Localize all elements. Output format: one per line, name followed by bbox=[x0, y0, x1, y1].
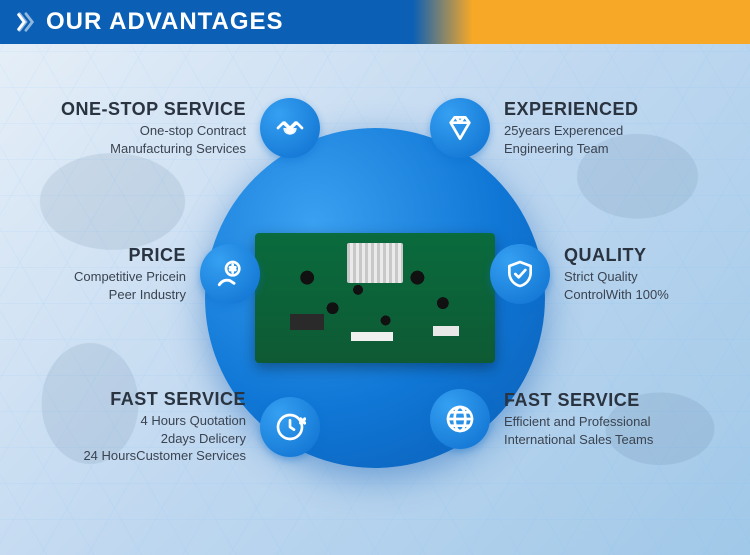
advantage-desc: One-stop ContractManufacturing Services bbox=[61, 122, 246, 157]
price-icon bbox=[200, 244, 260, 304]
advantage-desc: Strict QualityControlWith 100% bbox=[564, 268, 669, 303]
handshake-icon bbox=[260, 98, 320, 158]
advantage-text: QUALITY Strict QualityControlWith 100% bbox=[564, 245, 669, 303]
advantage-desc: Competitive PriceinPeer Industry bbox=[74, 268, 186, 303]
globe-icon bbox=[430, 389, 490, 449]
advantage-title: QUALITY bbox=[564, 245, 669, 266]
advantage-text: PRICE Competitive PriceinPeer Industry bbox=[74, 245, 186, 303]
advantage-item-4: FAST SERVICE 4 Hours Quotation2days Deli… bbox=[0, 389, 320, 465]
advantage-item-5: FAST SERVICE Efficient and ProfessionalI… bbox=[430, 389, 750, 449]
advantage-title: PRICE bbox=[74, 245, 186, 266]
advantage-item-2: PRICE Competitive PriceinPeer Industry bbox=[0, 244, 260, 304]
diamond-icon bbox=[430, 98, 490, 158]
advantage-item-3: QUALITY Strict QualityControlWith 100% bbox=[490, 244, 750, 304]
header-title: OUR ADVANTAGES bbox=[46, 8, 284, 36]
advantage-title: ONE-STOP SERVICE bbox=[61, 99, 246, 120]
advantage-text: EXPERIENCED 25years ExperencedEngineerin… bbox=[504, 99, 639, 157]
header-bar: OUR ADVANTAGES bbox=[0, 0, 750, 44]
advantage-title: EXPERIENCED bbox=[504, 99, 639, 120]
header-chevron-icon bbox=[14, 11, 36, 33]
advantage-title: FAST SERVICE bbox=[504, 390, 653, 411]
advantage-title: FAST SERVICE bbox=[83, 389, 246, 410]
advantage-desc: 25years ExperencedEngineering Team bbox=[504, 122, 639, 157]
advantage-desc: Efficient and ProfessionalInternational … bbox=[504, 413, 653, 448]
advantage-item-1: EXPERIENCED 25years ExperencedEngineerin… bbox=[430, 98, 750, 158]
clock-icon bbox=[260, 397, 320, 457]
advantage-text: ONE-STOP SERVICE One-stop ContractManufa… bbox=[61, 99, 246, 157]
advantages-container: ONE-STOP SERVICE One-stop ContractManufa… bbox=[0, 44, 750, 555]
advantage-desc: 4 Hours Quotation2days Delicery24 HoursC… bbox=[83, 412, 246, 465]
advantage-text: FAST SERVICE 4 Hours Quotation2days Deli… bbox=[83, 389, 246, 465]
advantage-text: FAST SERVICE Efficient and ProfessionalI… bbox=[504, 390, 653, 448]
shield-icon bbox=[490, 244, 550, 304]
advantage-item-0: ONE-STOP SERVICE One-stop ContractManufa… bbox=[0, 98, 320, 158]
